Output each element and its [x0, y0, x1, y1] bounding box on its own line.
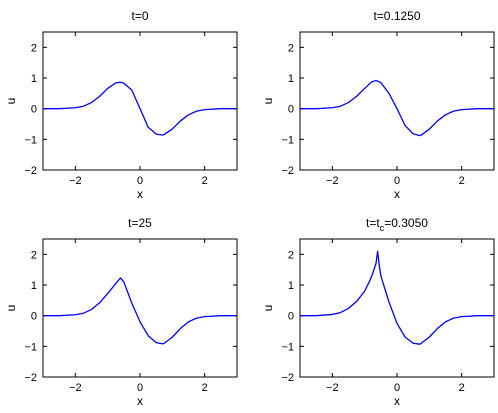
- y-tick-label: −1: [24, 134, 37, 146]
- x-tick-label: 0: [137, 382, 143, 394]
- x-tick-label: −2: [69, 382, 82, 394]
- plot-frame: [42, 31, 238, 171]
- panel-title: t=0.1250: [373, 9, 420, 23]
- panel-title-text: t=0.1250: [373, 9, 420, 23]
- y-tick-label: −2: [281, 165, 294, 177]
- x-axis-label: x: [394, 187, 400, 201]
- y-axis-label: u: [4, 98, 18, 105]
- y-axis-label: u: [4, 305, 18, 312]
- x-tick-label: 2: [202, 175, 208, 187]
- data-curve: [300, 250, 494, 345]
- y-tick-label: 1: [31, 73, 37, 85]
- y-tick-label: −2: [281, 372, 294, 384]
- y-tick-label: 0: [31, 311, 37, 323]
- panel-title: t=0: [131, 9, 148, 23]
- panel-title-text: t=t: [366, 216, 380, 230]
- y-axis-label: u: [261, 305, 275, 312]
- x-tick-label: 0: [394, 175, 400, 187]
- x-axis-label: x: [137, 187, 143, 201]
- y-tick-label: 2: [288, 42, 294, 54]
- y-tick-label: −1: [24, 341, 37, 353]
- panel-2: −2 0 2 −2 −1 0 1 2 x u t=0.1250: [261, 9, 495, 201]
- y-tick-label: 1: [288, 73, 294, 85]
- y-tick-label: 1: [288, 280, 294, 292]
- plot-frame: [299, 238, 495, 378]
- panel-4: −2 0 2 −2 −1 0 1 2 x u t=tc=0.3050: [261, 216, 495, 408]
- y-tick-label: 0: [288, 104, 294, 116]
- y-tick-label: 0: [288, 311, 294, 323]
- x-tick-label: −2: [326, 382, 339, 394]
- panel-title-suffix: =0.3050: [384, 216, 428, 230]
- x-tick-label: 0: [137, 175, 143, 187]
- x-tick-label: −2: [326, 175, 339, 187]
- data-curve: [43, 277, 237, 345]
- x-tick-label: 2: [459, 382, 465, 394]
- x-tick-label: 2: [202, 382, 208, 394]
- y-tick-label: 1: [31, 280, 37, 292]
- panel-3: −2 0 2 −2 −1 0 1 2 x u t=25: [4, 216, 238, 408]
- y-tick-label: −1: [281, 341, 294, 353]
- plot-frame: [42, 238, 238, 378]
- y-tick-label: −2: [24, 372, 37, 384]
- y-tick-label: −2: [24, 165, 37, 177]
- panel-title: t=25: [128, 216, 152, 230]
- data-curve: [43, 81, 237, 136]
- panel-title-text: t=25: [128, 216, 152, 230]
- panel-title-text: t=0: [131, 9, 148, 23]
- data-curve: [300, 79, 494, 137]
- x-tick-label: 0: [394, 382, 400, 394]
- y-axis-label: u: [261, 98, 275, 105]
- plot-frame: [299, 31, 495, 171]
- panel-title-subscript: c: [380, 223, 385, 233]
- y-tick-label: −1: [281, 134, 294, 146]
- x-axis-label: x: [137, 394, 143, 408]
- x-axis-label: x: [394, 394, 400, 408]
- x-tick-label: −2: [69, 175, 82, 187]
- x-tick-label: 2: [459, 175, 465, 187]
- y-tick-label: 2: [31, 249, 37, 261]
- panel-title: t=tc=0.3050: [366, 216, 428, 233]
- panel-1: −2 0 2 −2 −1 0 1 2 x u t=0: [4, 9, 238, 201]
- y-tick-label: 0: [31, 104, 37, 116]
- y-tick-label: 2: [288, 249, 294, 261]
- y-tick-label: 2: [31, 42, 37, 54]
